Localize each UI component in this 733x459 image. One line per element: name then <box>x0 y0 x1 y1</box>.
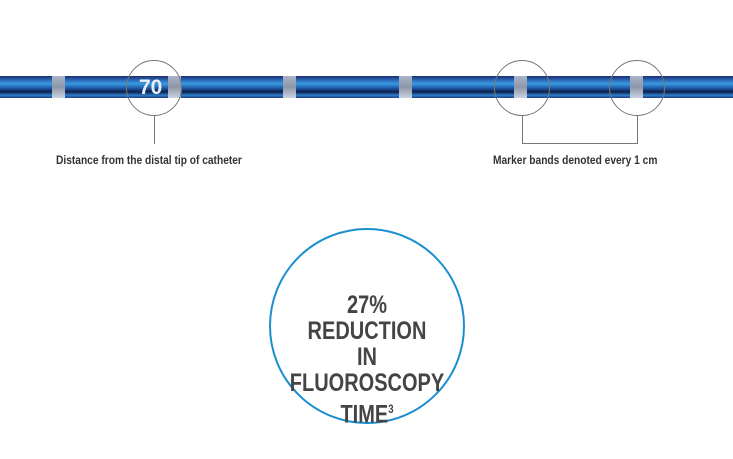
bracket-line <box>522 143 638 144</box>
magnifier-circle <box>494 60 550 116</box>
distance-label: Distance from the distal tip of catheter <box>56 153 242 167</box>
callout-line <box>154 116 155 144</box>
marker-band <box>52 76 65 98</box>
marker-band <box>399 76 412 98</box>
magnifier-circle <box>609 60 665 116</box>
stat-line-1: 27% REDUCTION <box>307 291 427 345</box>
stat-circle <box>269 228 465 424</box>
magnifier-circle <box>126 60 182 116</box>
marker-bands-label: Marker bands denoted every 1 cm <box>493 153 658 167</box>
bracket-line <box>637 116 638 143</box>
marker-band <box>283 76 296 98</box>
stat-text: 27% REDUCTION IN FLUOROSCOPY TIME3 <box>289 292 446 427</box>
stat-line-3: TIME <box>340 400 389 429</box>
bracket-line <box>522 116 523 143</box>
stat-line-2: IN FLUOROSCOPY <box>289 343 445 397</box>
catheter <box>0 76 733 98</box>
footnote-ref: 3 <box>388 402 394 416</box>
